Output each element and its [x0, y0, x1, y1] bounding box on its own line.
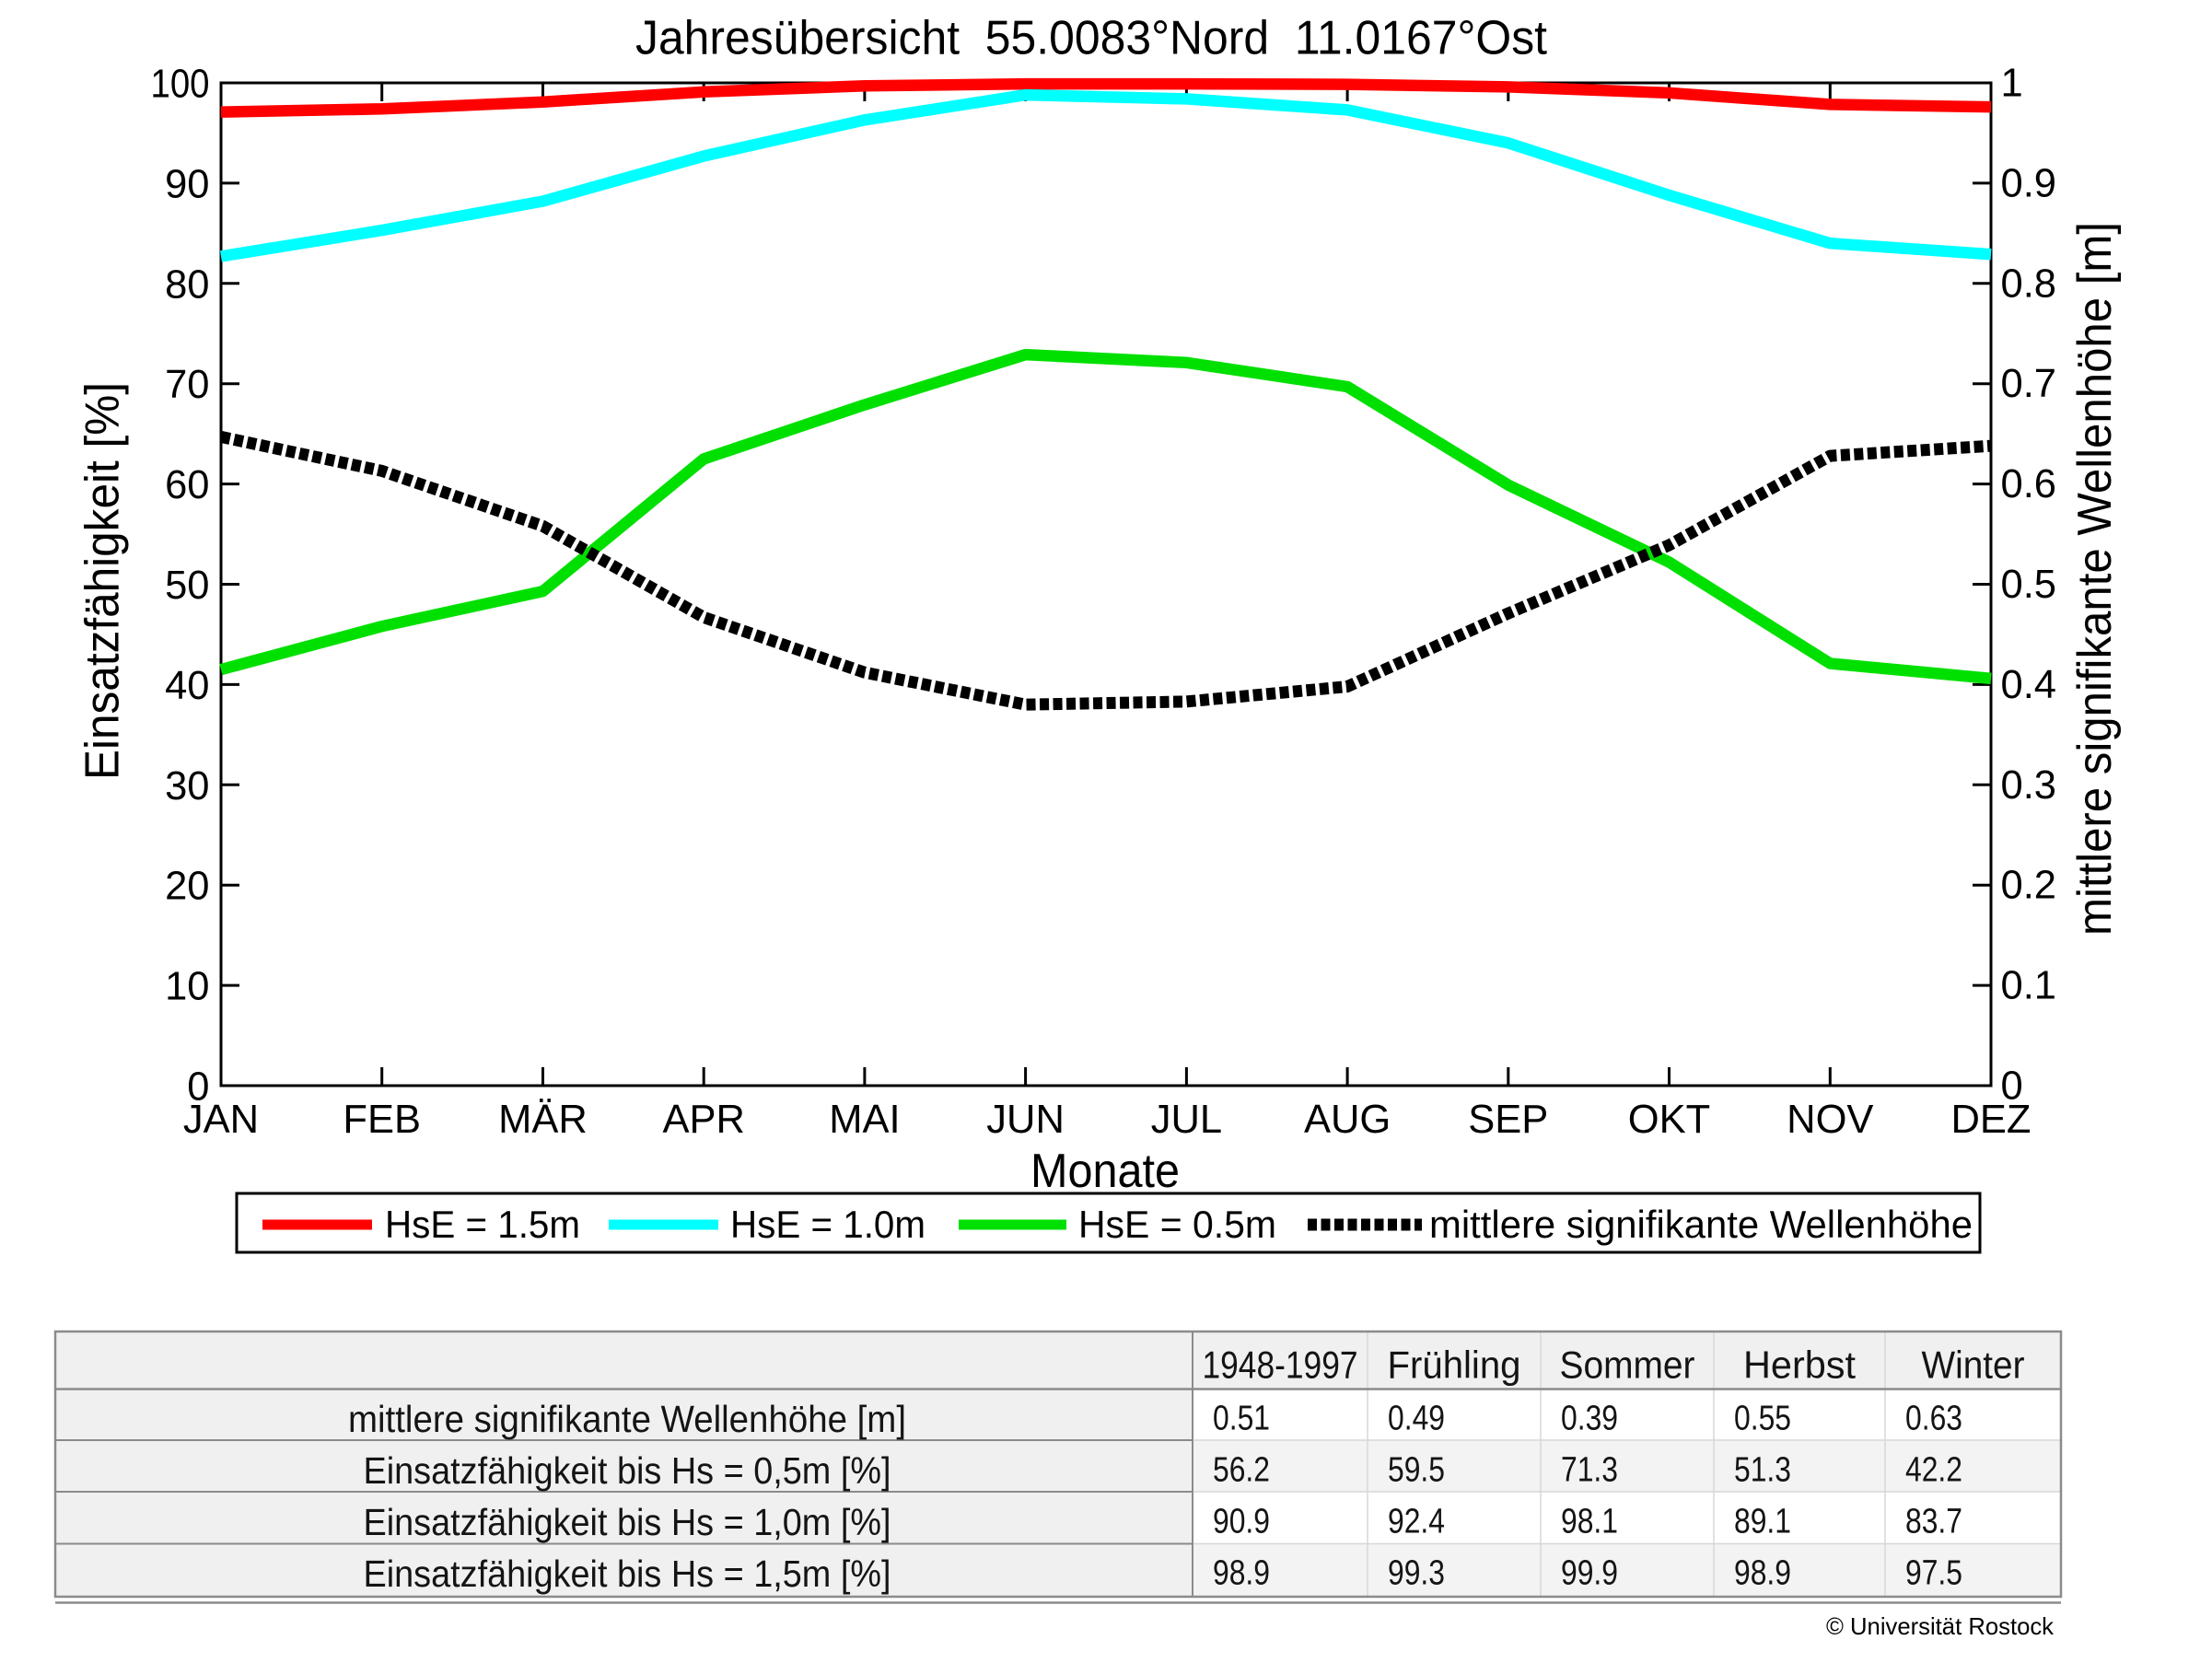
- svg-text:1948-1997: 1948-1997: [1203, 1343, 1358, 1387]
- svg-text:mittlere signifikante Wellenhö: mittlere signifikante Wellenhöhe [m]: [2068, 222, 2122, 936]
- svg-text:0.8: 0.8: [2001, 262, 2056, 306]
- svg-text:90: 90: [165, 162, 209, 206]
- svg-text:0.4: 0.4: [2001, 663, 2056, 707]
- svg-text:89.1: 89.1: [1734, 1503, 1791, 1541]
- svg-text:42.2: 42.2: [1905, 1451, 1962, 1490]
- svg-text:Einsatzfähigkeit bis Hs = 1,5m: Einsatzfähigkeit bis Hs = 1,5m [%]: [364, 1553, 891, 1595]
- svg-text:OKT: OKT: [1628, 1098, 1710, 1142]
- svg-text:HsE = 1.5m: HsE = 1.5m: [385, 1203, 580, 1246]
- svg-text:0.5: 0.5: [2001, 563, 2056, 607]
- svg-text:98.9: 98.9: [1213, 1554, 1270, 1593]
- svg-text:DEZ: DEZ: [1951, 1098, 2032, 1142]
- svg-text:70: 70: [165, 363, 209, 407]
- svg-text:JAN: JAN: [183, 1098, 259, 1142]
- svg-text:Frühling: Frühling: [1388, 1343, 1521, 1387]
- svg-text:0.1: 0.1: [2001, 964, 2056, 1008]
- svg-text:83.7: 83.7: [1905, 1503, 1962, 1541]
- svg-text:97.5: 97.5: [1905, 1554, 1962, 1593]
- svg-text:98.9: 98.9: [1734, 1554, 1791, 1593]
- svg-text:0.63: 0.63: [1905, 1400, 1962, 1438]
- svg-text:90.9: 90.9: [1213, 1503, 1270, 1541]
- svg-text:10: 10: [165, 965, 209, 1009]
- svg-text:71.3: 71.3: [1561, 1451, 1618, 1490]
- svg-text:HsE = 0.5m: HsE = 0.5m: [1078, 1203, 1276, 1246]
- svg-text:APR: APR: [662, 1098, 744, 1142]
- svg-text:56.2: 56.2: [1213, 1451, 1270, 1490]
- svg-text:40: 40: [165, 664, 209, 708]
- svg-text:98.1: 98.1: [1561, 1503, 1618, 1541]
- svg-text:59.5: 59.5: [1388, 1451, 1445, 1490]
- svg-text:MÄR: MÄR: [498, 1098, 588, 1142]
- svg-text:0.39: 0.39: [1561, 1400, 1618, 1438]
- svg-text:0.55: 0.55: [1734, 1400, 1791, 1438]
- svg-text:Winter: Winter: [1922, 1343, 2025, 1387]
- svg-text:51.3: 51.3: [1734, 1451, 1791, 1490]
- svg-text:JUL: JUL: [1151, 1098, 1222, 1142]
- svg-text:99.9: 99.9: [1561, 1554, 1618, 1593]
- svg-text:0.7: 0.7: [2001, 362, 2056, 406]
- svg-text:30: 30: [165, 764, 209, 808]
- svg-text:0: 0: [2001, 1064, 2023, 1109]
- svg-text:MAI: MAI: [829, 1098, 900, 1142]
- svg-text:100: 100: [151, 63, 210, 107]
- svg-text:HsE = 1.0m: HsE = 1.0m: [730, 1203, 926, 1246]
- svg-text:0.6: 0.6: [2001, 462, 2056, 506]
- svg-text:80: 80: [165, 262, 209, 307]
- svg-text:SEP: SEP: [1468, 1098, 1548, 1142]
- svg-text:FEB: FEB: [343, 1098, 421, 1142]
- svg-text:92.4: 92.4: [1388, 1503, 1445, 1541]
- svg-text:0.3: 0.3: [2001, 763, 2056, 808]
- svg-text:Sommer: Sommer: [1560, 1343, 1695, 1387]
- svg-text:© Universität Rostock: © Universität Rostock: [1826, 1612, 2055, 1640]
- svg-text:0.51: 0.51: [1213, 1400, 1270, 1438]
- svg-text:mittlere signifikante Wellenhö: mittlere signifikante Wellenhöhe: [1429, 1203, 1973, 1246]
- svg-text:0.2: 0.2: [2001, 864, 2056, 908]
- svg-text:AUG: AUG: [1304, 1098, 1391, 1142]
- svg-text:1: 1: [2001, 62, 2023, 106]
- svg-text:mittlere signifikante Wellenhö: mittlere signifikante Wellenhöhe [m]: [348, 1398, 906, 1440]
- svg-text:NOV: NOV: [1787, 1098, 1873, 1142]
- svg-text:Einsatzfähigkeit bis Hs = 0,5m: Einsatzfähigkeit bis Hs = 0,5m [%]: [364, 1449, 891, 1492]
- svg-text:Jahresübersicht 55.0083°Nord: Jahresübersicht 55.0083°Nord 11.0167°Ost: [635, 12, 1548, 65]
- svg-text:60: 60: [165, 463, 209, 507]
- svg-text:0.49: 0.49: [1388, 1400, 1445, 1438]
- svg-text:0.9: 0.9: [2001, 161, 2056, 205]
- svg-text:20: 20: [165, 865, 209, 909]
- svg-text:Herbst: Herbst: [1743, 1343, 1856, 1387]
- svg-text:99.3: 99.3: [1388, 1554, 1445, 1593]
- svg-text:Einsatzfähigkeit bis Hs = 1,0m: Einsatzfähigkeit bis Hs = 1,0m [%]: [364, 1501, 891, 1543]
- svg-text:Monate: Monate: [1030, 1145, 1180, 1198]
- svg-text:0: 0: [187, 1065, 209, 1110]
- svg-text:JUN: JUN: [986, 1098, 1065, 1142]
- svg-text:50: 50: [165, 564, 209, 608]
- svg-text:Einsatzfähigkeit [%]: Einsatzfähigkeit [%]: [76, 382, 130, 780]
